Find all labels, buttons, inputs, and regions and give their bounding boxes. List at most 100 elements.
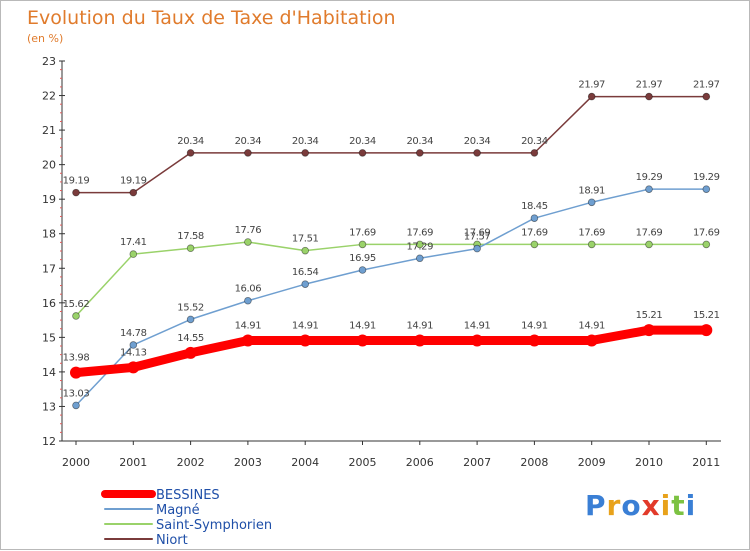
data-label: 19.29 bbox=[693, 172, 720, 183]
data-point bbox=[473, 244, 481, 253]
data-point bbox=[301, 246, 310, 255]
data-label: 19.29 bbox=[636, 172, 663, 183]
y-tick-label: 17 bbox=[42, 262, 56, 275]
series-layer bbox=[70, 92, 713, 410]
data-point bbox=[241, 334, 254, 347]
data-label: 14.91 bbox=[406, 320, 433, 331]
data-point bbox=[358, 149, 367, 157]
series-line-niort bbox=[75, 95, 708, 194]
data-point bbox=[356, 334, 369, 347]
x-tick-label: 2005 bbox=[349, 456, 377, 469]
data-point bbox=[530, 240, 539, 249]
legend-label: BESSINES bbox=[156, 488, 220, 503]
data-label: 14.13 bbox=[120, 347, 147, 358]
data-label: 21.97 bbox=[578, 80, 605, 91]
x-tick-label: 2003 bbox=[234, 456, 262, 469]
legend-label: Niort bbox=[156, 533, 188, 548]
data-point bbox=[358, 266, 367, 274]
y-tick-label: 12 bbox=[42, 435, 56, 448]
series-line-bessines bbox=[71, 325, 711, 378]
data-label: 14.91 bbox=[464, 320, 491, 331]
x-tick-label: 2006 bbox=[406, 456, 434, 469]
x-tick-label: 2001 bbox=[119, 456, 147, 469]
data-point bbox=[645, 92, 653, 101]
data-labels: 19.19 19.19 20.34 20.34 20.34 20.34 20.34 20.34… bbox=[63, 80, 720, 400]
data-label: 15.52 bbox=[177, 302, 204, 313]
y-tick-label: 19 bbox=[42, 193, 56, 206]
series-line-magné bbox=[75, 188, 708, 407]
data-point bbox=[643, 324, 655, 337]
x-tick-label: 2004 bbox=[291, 456, 319, 469]
data-point bbox=[72, 188, 80, 197]
data-point bbox=[244, 296, 252, 305]
logo-letter: o bbox=[621, 489, 642, 522]
x-tick-label: 2008 bbox=[520, 456, 548, 469]
data-point bbox=[299, 334, 312, 347]
y-tick-label: 16 bbox=[42, 297, 56, 310]
data-label: 17.58 bbox=[177, 231, 204, 242]
data-point bbox=[129, 341, 138, 349]
data-label: 16.95 bbox=[349, 253, 376, 264]
logo-letter: r bbox=[606, 489, 622, 522]
x-tick-label: 2007 bbox=[463, 456, 491, 469]
data-label: 15.21 bbox=[693, 310, 720, 321]
proxiti-logo: Proxiti bbox=[585, 489, 696, 522]
chart-title: Evolution du Taux de Taxe d'Habitation bbox=[27, 7, 396, 29]
data-point bbox=[530, 149, 539, 157]
data-label: 14.55 bbox=[177, 333, 204, 344]
legend-label: Magné bbox=[156, 503, 200, 518]
data-point bbox=[645, 185, 653, 193]
data-point bbox=[184, 346, 197, 359]
data-point bbox=[186, 244, 195, 253]
data-label: 20.34 bbox=[349, 136, 376, 147]
data-label: 16.06 bbox=[235, 284, 262, 295]
data-label: 15.21 bbox=[636, 310, 663, 321]
data-label: 14.91 bbox=[292, 320, 319, 331]
data-point bbox=[72, 401, 80, 410]
data-point bbox=[530, 214, 539, 222]
data-label: 17.69 bbox=[406, 227, 433, 238]
data-label: 20.34 bbox=[235, 136, 262, 147]
data-label: 19.19 bbox=[120, 176, 147, 187]
x-tick-label: 2011 bbox=[692, 456, 720, 469]
x-tick-label: 2010 bbox=[635, 456, 663, 469]
data-point bbox=[129, 250, 138, 258]
axes: 12 13 14 15 16 17 18 19 20 21 22 23 2000 2001 2002 2003… bbox=[42, 55, 721, 469]
data-label: 20.34 bbox=[521, 136, 548, 147]
x-tick-label: 2002 bbox=[177, 456, 205, 469]
data-label: 17.69 bbox=[693, 227, 720, 238]
data-label: 15.62 bbox=[63, 299, 90, 310]
data-label: 20.34 bbox=[406, 136, 433, 147]
data-label: 20.34 bbox=[292, 136, 319, 147]
logo-letter: i bbox=[685, 489, 697, 522]
data-label: 17.41 bbox=[120, 237, 147, 248]
chart-subtitle: (en %) bbox=[27, 32, 64, 45]
data-point bbox=[129, 188, 138, 197]
data-label: 18.91 bbox=[578, 185, 605, 196]
y-tick-label: 18 bbox=[42, 228, 56, 241]
data-point bbox=[415, 240, 424, 249]
data-label: 13.03 bbox=[63, 388, 90, 399]
x-tick-label: 2000 bbox=[62, 456, 90, 469]
data-point bbox=[244, 238, 252, 246]
x-tick-label: 2009 bbox=[578, 456, 606, 469]
logo-letter: P bbox=[585, 489, 607, 522]
data-point bbox=[415, 254, 424, 263]
data-label: 20.34 bbox=[464, 136, 491, 147]
data-point bbox=[702, 92, 711, 101]
series-line-saint-symphorien bbox=[75, 241, 708, 317]
data-label: 20.34 bbox=[177, 136, 204, 147]
data-point bbox=[127, 361, 140, 374]
data-point bbox=[702, 185, 711, 193]
data-point bbox=[528, 334, 541, 347]
data-label: 14.91 bbox=[521, 320, 548, 331]
data-point bbox=[244, 149, 252, 157]
data-label: 14.91 bbox=[349, 320, 376, 331]
data-label: 16.54 bbox=[292, 267, 319, 278]
data-label: 17.57 bbox=[464, 232, 491, 243]
data-label: 21.97 bbox=[693, 80, 720, 91]
data-point bbox=[186, 315, 195, 324]
